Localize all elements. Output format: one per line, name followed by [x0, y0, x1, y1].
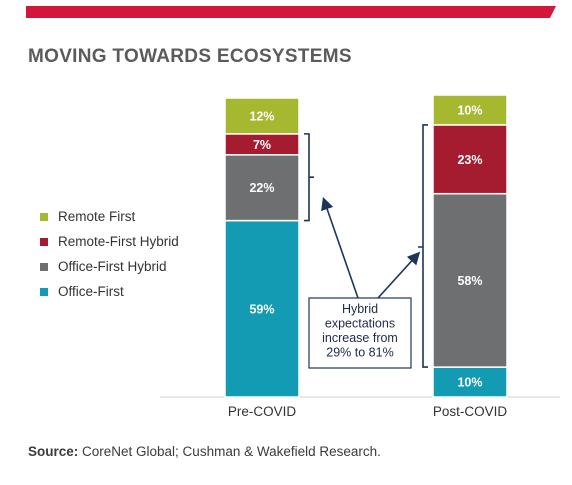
legend-label: Office-First [58, 284, 124, 299]
data-label: 10% [457, 376, 482, 390]
bar-segment [224, 154, 300, 222]
data-label: 10% [457, 103, 482, 117]
annotation-text: 29% to 81% [326, 346, 393, 360]
data-label: 59% [249, 302, 274, 316]
data-label: 58% [457, 274, 482, 288]
annotation-text: Hybrid [342, 302, 378, 316]
source-note: Source: CoreNet Global; Cushman & Wakefi… [28, 444, 381, 459]
bar-segment [224, 97, 300, 135]
data-label: 22% [249, 181, 274, 195]
annotation-text: increase from [322, 331, 398, 345]
bracket-post-covid [418, 124, 428, 368]
legend-swatch [40, 262, 48, 271]
annotation-text: expectations [325, 317, 395, 331]
arrow-to-post-covid [377, 251, 421, 299]
legend-swatch [40, 287, 48, 296]
legend-item: Remote First [40, 204, 179, 229]
bar-segment [224, 219, 300, 398]
legend-swatch [40, 212, 48, 221]
legend-swatch [40, 237, 48, 246]
annotation-box [308, 297, 412, 369]
legend-item: Remote-First Hybrid [40, 229, 179, 254]
bar-segment [432, 94, 508, 126]
legend-item: Office-First Hybrid [40, 254, 179, 279]
accent-bar [26, 6, 556, 18]
legend-label: Remote First [58, 209, 136, 224]
legend-label: Office-First Hybrid [58, 259, 167, 274]
bar-segment [432, 192, 508, 368]
data-label: 12% [249, 109, 274, 123]
chart-title: MOVING TOWARDS ECOSYSTEMS [28, 46, 352, 67]
legend-item: Office-First [40, 279, 179, 304]
bracket-pre-covid [304, 133, 314, 222]
arrow-to-pre-covid [321, 196, 359, 299]
bar-segment [432, 366, 508, 398]
legend-label: Remote-First Hybrid [58, 234, 179, 249]
data-label: 23% [457, 153, 482, 167]
legend: Remote First Remote-First Hybrid Office-Fi… [40, 204, 179, 304]
source-label: Source: [28, 444, 79, 459]
x-tick-label: Post-COVID [433, 404, 508, 419]
x-tick-label: Pre-COVID [228, 404, 297, 419]
source-text: CoreNet Global; Cushman & Wakefield Rese… [78, 444, 381, 459]
data-label: 7% [253, 138, 271, 152]
